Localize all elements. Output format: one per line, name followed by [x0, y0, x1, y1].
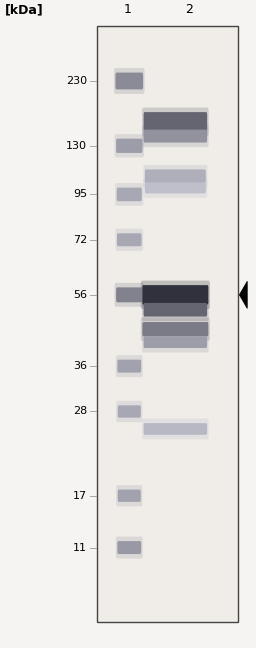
Text: 36: 36	[73, 361, 87, 371]
Text: 230: 230	[66, 76, 87, 86]
FancyBboxPatch shape	[116, 485, 142, 507]
FancyBboxPatch shape	[142, 285, 208, 305]
FancyBboxPatch shape	[118, 490, 141, 502]
FancyBboxPatch shape	[115, 73, 143, 89]
FancyBboxPatch shape	[142, 332, 209, 353]
FancyBboxPatch shape	[145, 183, 206, 193]
FancyBboxPatch shape	[144, 130, 207, 143]
Text: 1: 1	[124, 3, 132, 16]
FancyBboxPatch shape	[116, 400, 142, 422]
FancyBboxPatch shape	[116, 355, 143, 377]
FancyBboxPatch shape	[114, 68, 145, 94]
FancyBboxPatch shape	[117, 360, 141, 373]
Text: 17: 17	[73, 491, 87, 501]
FancyBboxPatch shape	[143, 178, 207, 198]
FancyBboxPatch shape	[142, 298, 209, 321]
Text: 130: 130	[66, 141, 87, 151]
FancyBboxPatch shape	[144, 112, 207, 132]
FancyBboxPatch shape	[141, 281, 210, 309]
Bar	[97, 26, 238, 622]
FancyBboxPatch shape	[116, 537, 143, 559]
Polygon shape	[239, 281, 247, 308]
FancyBboxPatch shape	[115, 134, 144, 157]
Text: 2: 2	[186, 3, 193, 16]
FancyBboxPatch shape	[117, 233, 142, 246]
FancyBboxPatch shape	[118, 406, 141, 418]
FancyBboxPatch shape	[144, 423, 207, 435]
FancyBboxPatch shape	[115, 229, 143, 251]
FancyBboxPatch shape	[115, 183, 143, 206]
Text: 72: 72	[73, 235, 87, 245]
Text: 28: 28	[73, 406, 87, 417]
FancyBboxPatch shape	[142, 419, 209, 439]
Text: 11: 11	[73, 542, 87, 553]
FancyBboxPatch shape	[141, 318, 210, 341]
FancyBboxPatch shape	[116, 287, 142, 302]
FancyBboxPatch shape	[117, 188, 142, 201]
Text: 95: 95	[73, 189, 87, 200]
FancyBboxPatch shape	[144, 336, 207, 348]
Text: [kDa]: [kDa]	[5, 3, 44, 16]
FancyBboxPatch shape	[115, 283, 144, 307]
FancyBboxPatch shape	[142, 322, 208, 336]
FancyBboxPatch shape	[145, 170, 206, 183]
FancyBboxPatch shape	[142, 108, 209, 136]
FancyBboxPatch shape	[117, 541, 141, 554]
FancyBboxPatch shape	[143, 165, 207, 188]
Text: 56: 56	[73, 290, 87, 300]
FancyBboxPatch shape	[116, 139, 142, 153]
FancyBboxPatch shape	[142, 125, 209, 147]
FancyBboxPatch shape	[144, 303, 207, 316]
